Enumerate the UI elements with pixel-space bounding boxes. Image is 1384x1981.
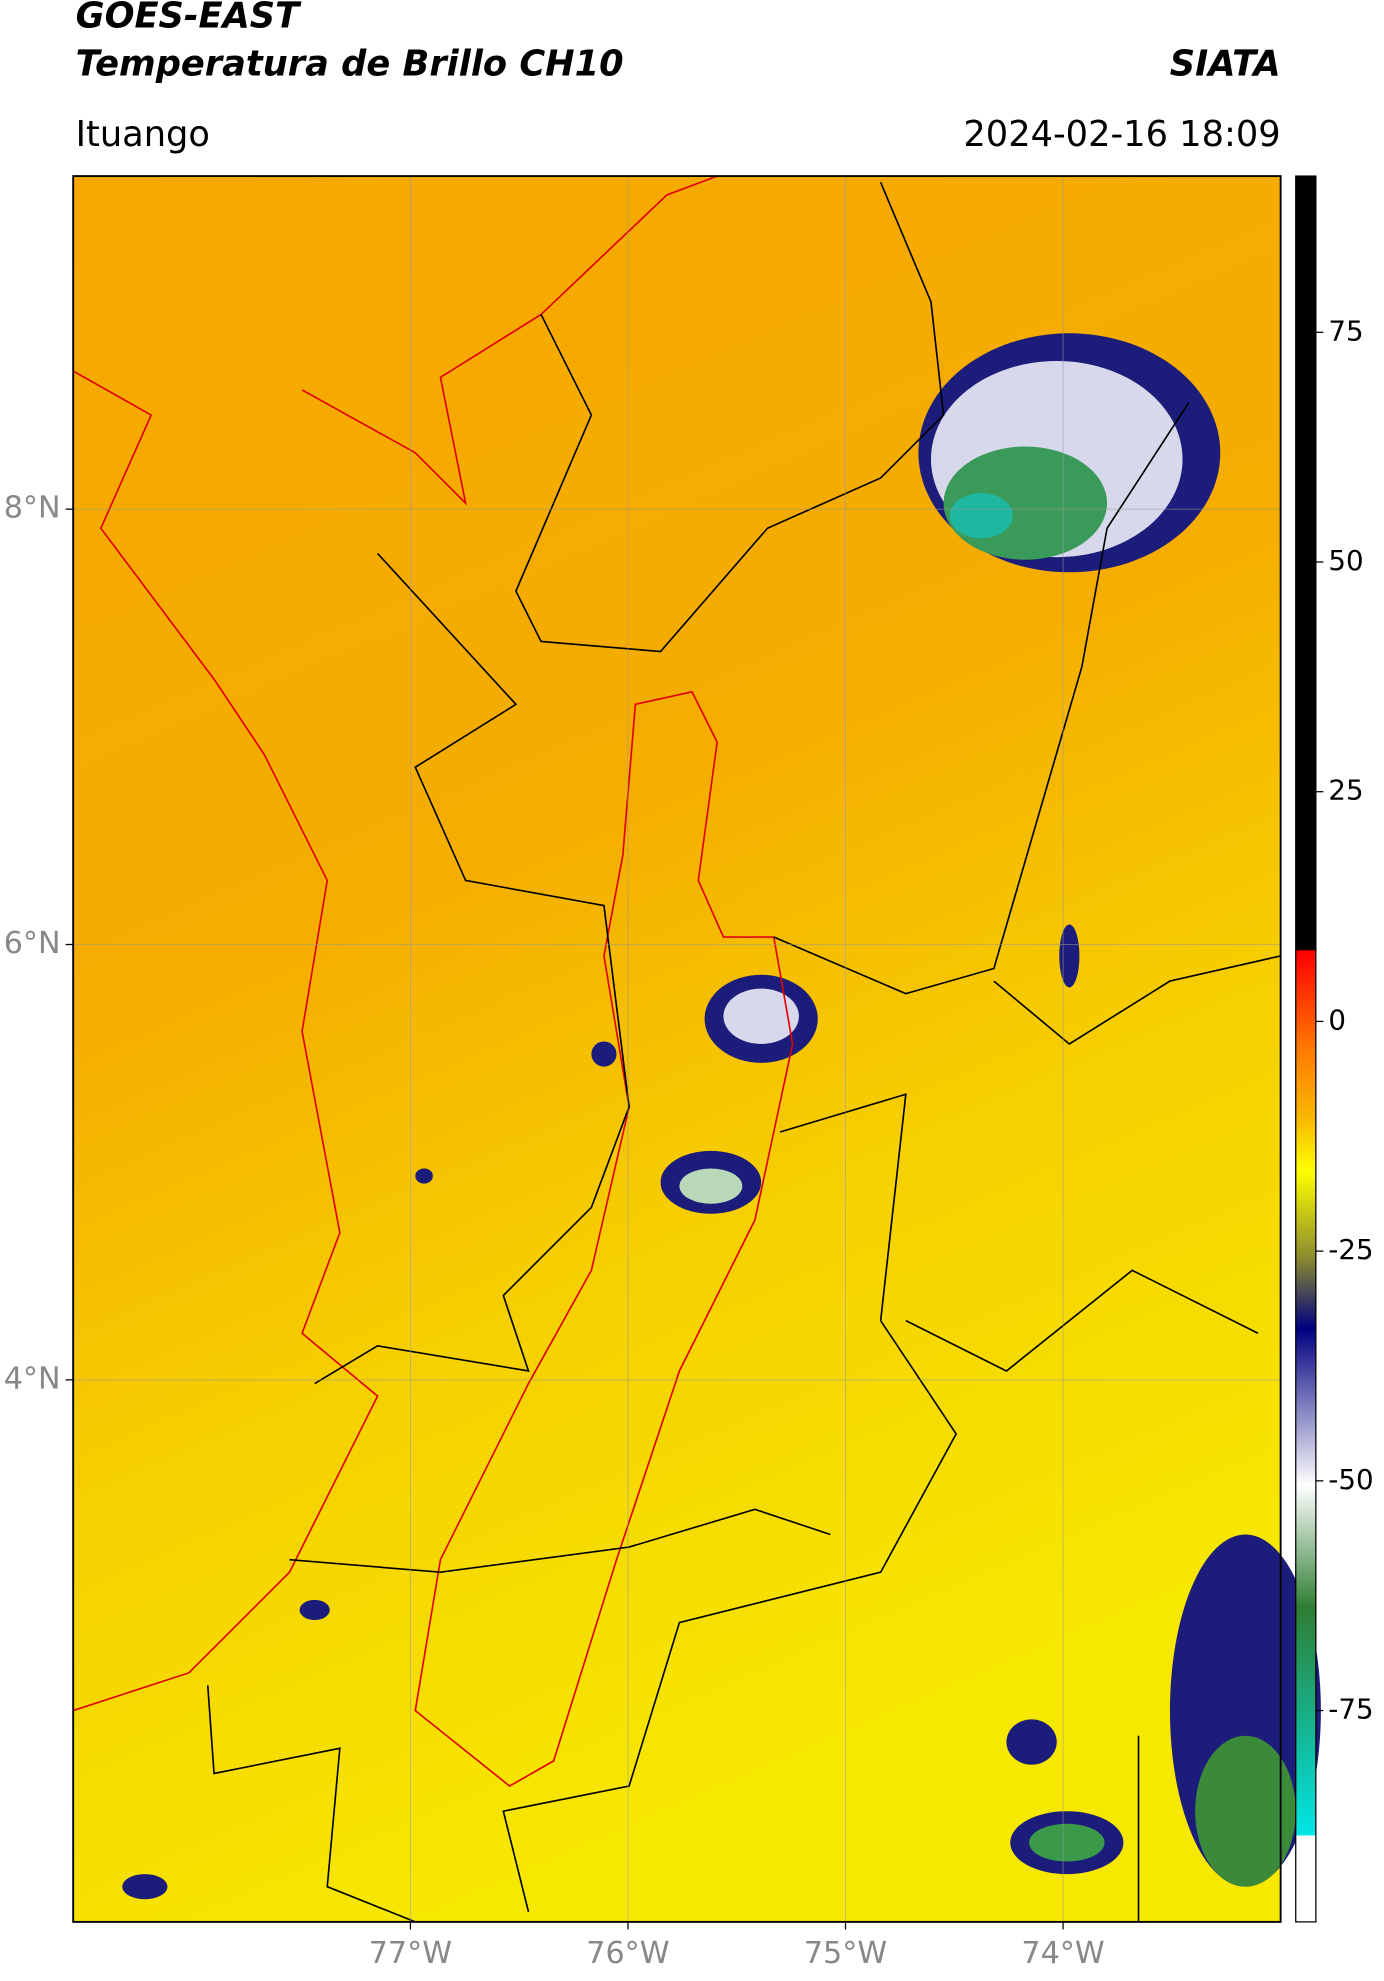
lon-label: 75°W [804,1936,887,1971]
colorbar-tick-label: -25 [1328,1233,1373,1266]
grid [73,176,1281,1922]
colorbar-tick-label: 25 [1328,774,1363,807]
colorbar-tick-label: 75 [1328,314,1363,347]
lon-label: 77°W [369,1936,452,1971]
colorbar-tick-label: 50 [1328,544,1363,577]
lat-label: 6°N [4,926,61,961]
source: SIATA [1170,43,1281,84]
lon-label: 76°W [586,1936,669,1971]
title: Temperatura de Brillo CH10 [76,43,624,84]
borders [72,175,1281,1923]
colorbar [1295,175,1317,1923]
lat-label: 4°N [4,1361,61,1396]
title: GOES-EAST [76,0,302,37]
colorbar-tick-label: -50 [1328,1463,1373,1496]
colorbar-tick-label: -75 [1328,1693,1373,1726]
lat-label: 8°N [4,491,61,526]
lon-label: 74°W [1021,1936,1104,1971]
map-frame [72,175,1282,1923]
colorbar-tick-label: 0 [1328,1003,1346,1036]
clouds [122,333,1321,1900]
map [72,175,1321,1923]
datetime: 2024-02-16 18:09 [963,114,1280,155]
location: Ituango [76,114,210,155]
